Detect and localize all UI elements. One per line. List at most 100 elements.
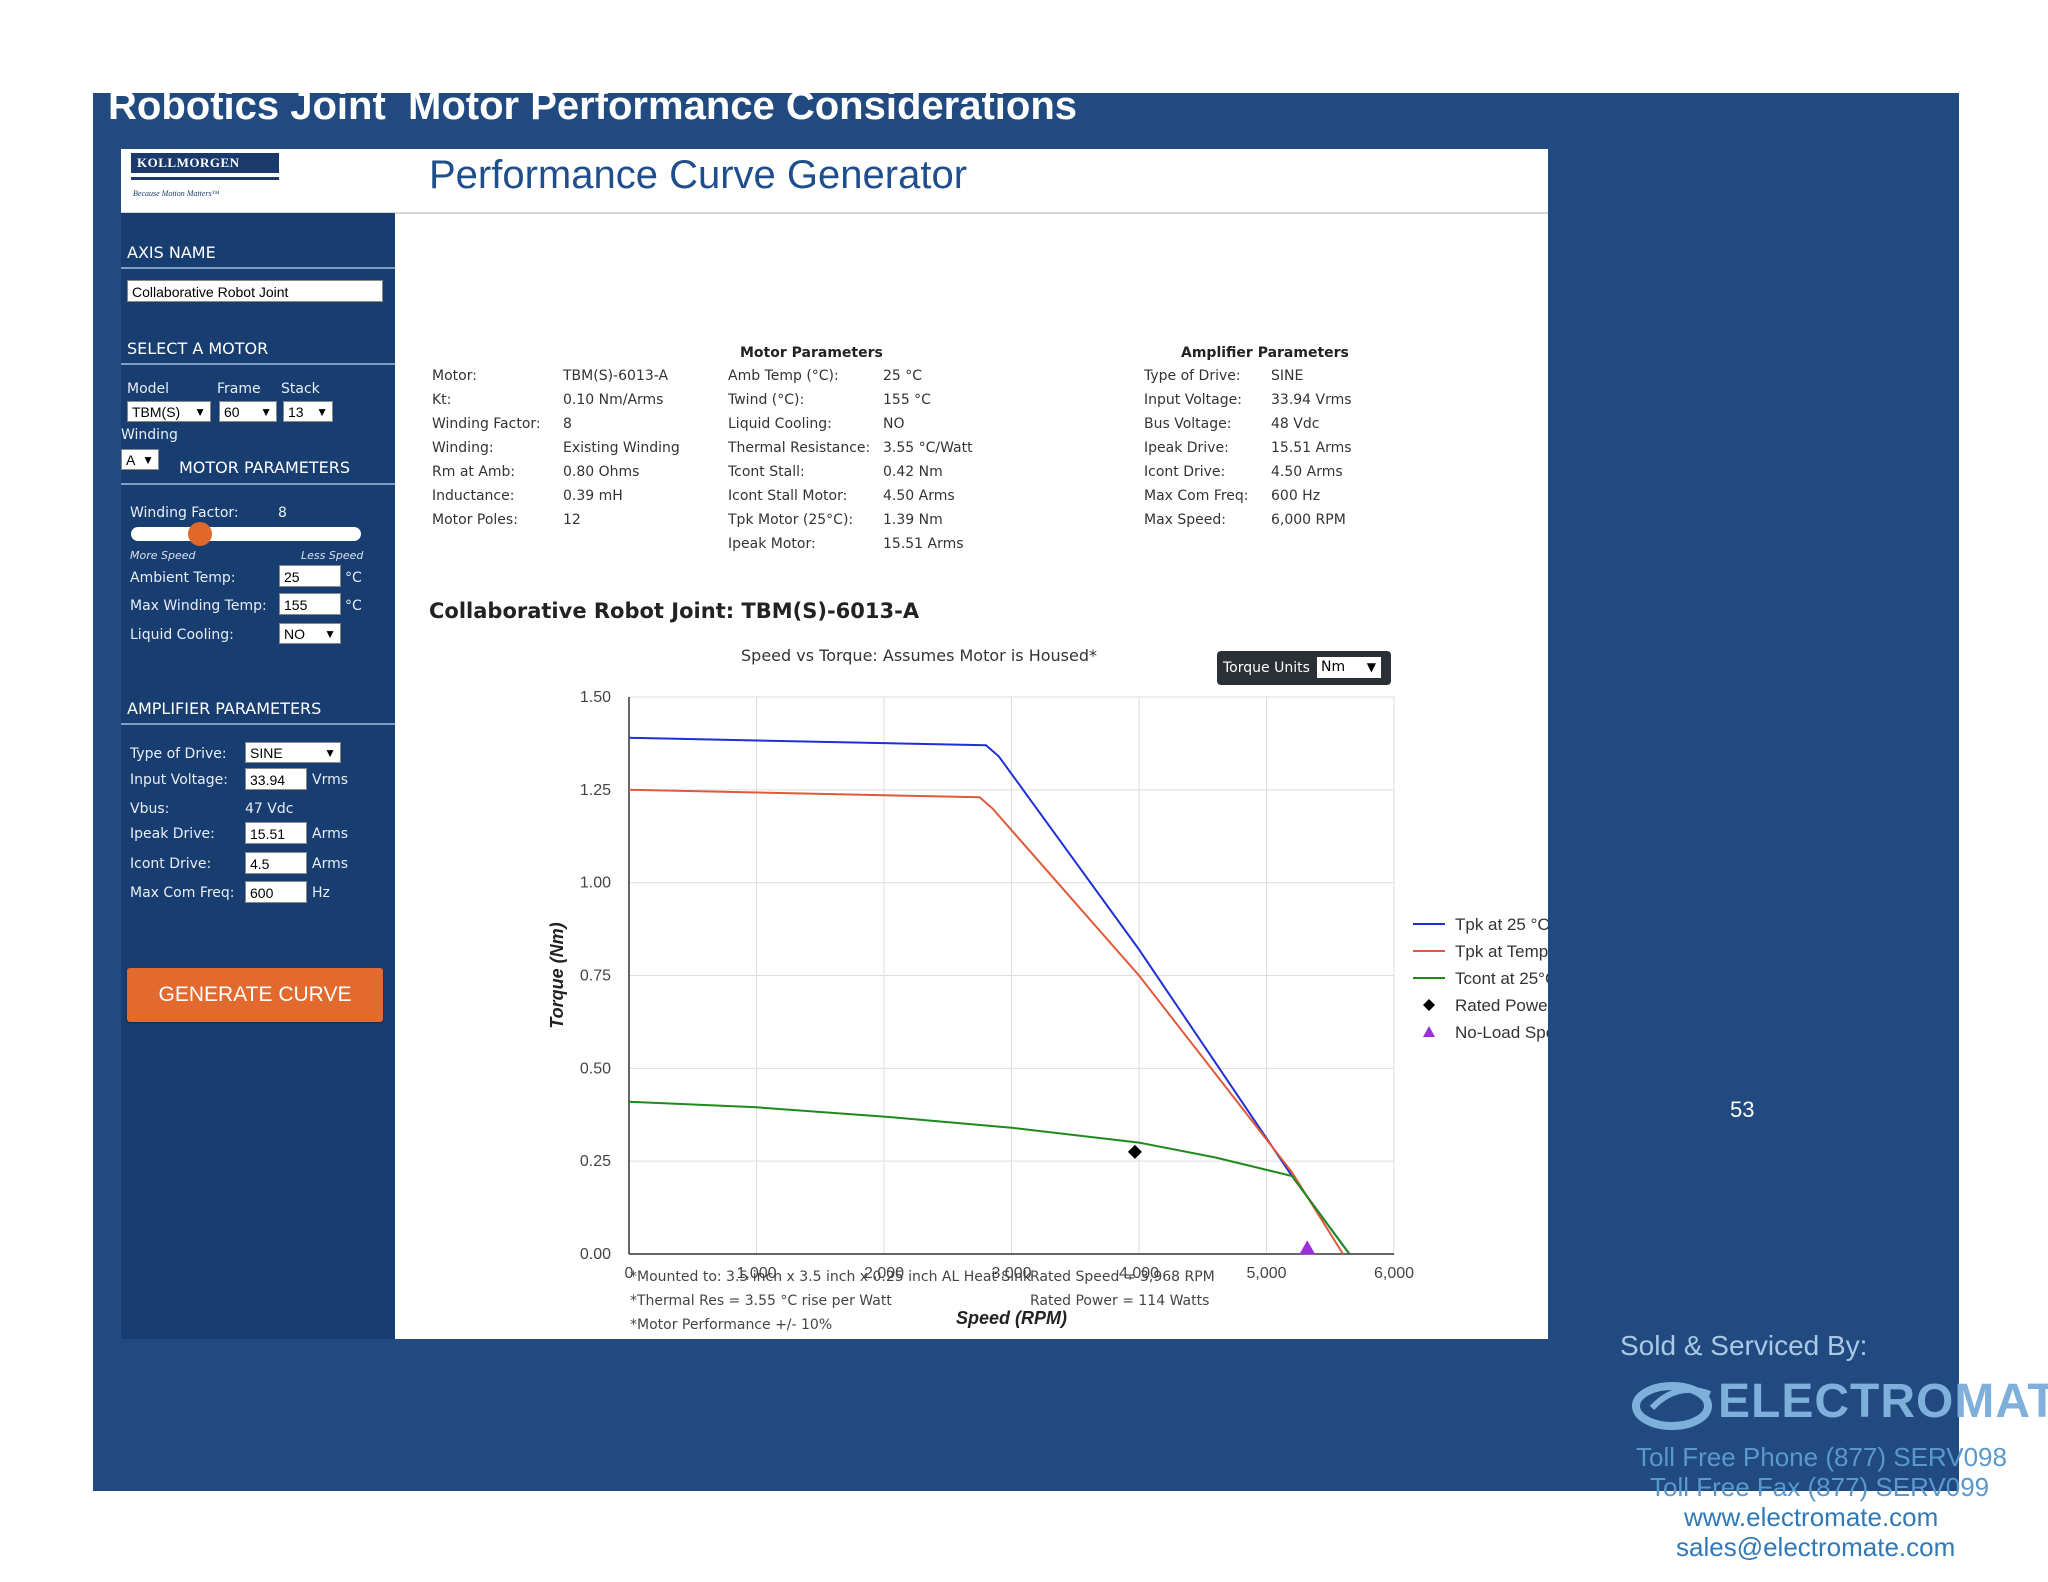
stack-select[interactable]: 13 ▼ — [283, 401, 333, 422]
input-voltage-input[interactable]: 33.94 — [245, 768, 307, 790]
motor-param-label: Winding Factor: — [432, 416, 541, 432]
generate-curve-button[interactable]: GENERATE CURVE — [127, 968, 383, 1022]
max-com-freq-input[interactable]: 600 — [245, 881, 307, 903]
x-axis-label: Speed (RPM) — [956, 1308, 1067, 1328]
motor-param-label: Liquid Cooling: — [728, 416, 832, 432]
ambient-temp-unit: °C — [345, 570, 362, 586]
email-link[interactable]: sales@electromate.com — [1676, 1532, 1956, 1562]
type-of-drive-label: Type of Drive: — [130, 746, 227, 762]
amp-param-value: 33.94 Vrms — [1271, 392, 1352, 408]
sidebar: AXIS NAME Collaborative Robot Joint SELE… — [121, 213, 395, 1339]
motor-param-value: 0.39 mH — [563, 488, 623, 504]
axis-name-heading: AXIS NAME — [127, 243, 216, 262]
model-select[interactable]: TBM(S) ▼ — [127, 401, 211, 422]
phone-text: Toll Free Phone (877) SERV098 — [1636, 1442, 2007, 1472]
footnote: *Mounted to: 3.5 inch x 3.5 inch x 0.25 … — [630, 1269, 1032, 1285]
ipeak-drive-unit: Arms — [312, 826, 349, 842]
max-winding-temp-input[interactable]: 155 — [279, 593, 341, 615]
liquid-cooling-select[interactable]: NO ▼ — [279, 623, 341, 644]
liquid-cooling-label: Liquid Cooling: — [130, 627, 234, 643]
chevron-down-icon: ▼ — [324, 627, 336, 641]
app-header: KOLLMORGEN Because Motion Matters™ Perfo… — [121, 149, 1548, 214]
liquid-cooling-value: NO — [284, 626, 305, 642]
electromate-name: ELECTROMATE — [1718, 1375, 2048, 1428]
amp-param-label: Icont Drive: — [1144, 464, 1226, 480]
motor-param-label: Thermal Resistance: — [728, 440, 871, 456]
ipeak-drive-input[interactable]: 15.51 — [245, 822, 307, 844]
icont-drive-label: Icont Drive: — [130, 856, 212, 872]
winding-select[interactable]: A ▼ — [121, 449, 159, 470]
motor-param-value: 3.55 °C/Watt — [883, 440, 973, 456]
chevron-down-icon: ▼ — [316, 405, 328, 419]
model-select-value: TBM(S) — [132, 404, 181, 420]
motor-param-label: Tcont Stall: — [728, 464, 805, 480]
icont-drive-input[interactable]: 4.5 — [245, 852, 307, 874]
slider-handle[interactable] — [188, 522, 212, 546]
logo-tagline: Because Motion Matters™ — [133, 189, 220, 198]
x-tick-label: 1,000 — [736, 1265, 776, 1282]
x-tick-label: 4,000 — [1119, 1265, 1159, 1282]
x-tick-label: 5,000 — [1246, 1265, 1286, 1282]
website-link[interactable]: www.electromate.com — [1684, 1502, 1939, 1532]
winding-label: Winding — [121, 427, 178, 443]
motor-param-value: 25 °C — [883, 368, 923, 384]
motor-param-value: NO — [883, 416, 905, 432]
footnote: *Motor Performance +/- 10% — [630, 1317, 833, 1333]
winding-factor-slider[interactable] — [131, 522, 361, 546]
amp-param-label: Bus Voltage: — [1144, 416, 1232, 432]
ambient-temp-input[interactable]: 25 — [279, 565, 341, 587]
motor-parameters-heading: MOTOR PARAMETERS — [179, 458, 351, 477]
torque-units-label: Torque Units — [1223, 660, 1310, 676]
electromate-branding: Sold & Serviced By: ELECTROMATE Toll Fre… — [1600, 1330, 2048, 1570]
motor-param-value: TBM(S)-6013-A — [563, 368, 669, 384]
chart-title: Collaborative Robot Joint: TBM(S)-6013-A — [429, 599, 920, 623]
motor-param-label: Rm at Amb: — [432, 464, 516, 480]
motor-param-label: Motor: — [432, 368, 477, 384]
amp-param-value: SINE — [1271, 368, 1304, 384]
app-window: KOLLMORGEN Because Motion Matters™ Perfo… — [121, 149, 1548, 1339]
torque-units-control: Torque Units Nm ▼ — [1217, 651, 1391, 685]
chevron-down-icon: ▼ — [324, 746, 336, 760]
frame-label: Frame — [217, 381, 261, 397]
legend-entry: No-Load Speed Cold — [1455, 1023, 1548, 1042]
motor-param-label: Ipeak Motor: — [728, 536, 816, 552]
motor-param-value: 0.42 Nm — [883, 464, 943, 480]
y-tick-label: 0.50 — [580, 1060, 611, 1077]
y-tick-label: 0.00 — [580, 1246, 611, 1263]
torque-units-select[interactable]: Nm ▼ — [1317, 657, 1381, 678]
input-voltage-unit: Vrms — [312, 772, 349, 788]
slide-title: Robotics Joint Motor Performance Conside… — [108, 84, 1078, 128]
frame-select[interactable]: 60 ▼ — [219, 401, 277, 422]
kollmorgen-logo: KOLLMORGEN — [131, 153, 279, 173]
rated-value-note: Rated Power = 114 Watts — [1030, 1293, 1210, 1309]
legend-entry: Tcont at 25°C Ambient — [1455, 969, 1548, 988]
winding-select-value: A — [126, 452, 136, 468]
series-line-2 — [628, 1100, 1351, 1255]
frame-select-value: 60 — [224, 404, 240, 420]
motor-param-value: Existing Winding — [563, 440, 680, 456]
motor-param-label: Amb Temp (°C): — [728, 368, 839, 384]
amp-param-value: 600 Hz — [1271, 488, 1321, 504]
motor-param-value: 12 — [563, 512, 581, 528]
rated-power-marker — [1127, 1144, 1142, 1159]
chevron-down-icon: ▼ — [260, 405, 272, 419]
chevron-down-icon: ▼ — [142, 453, 154, 467]
ambient-temp-label: Ambient Temp: — [130, 570, 236, 586]
vbus-label: Vbus: — [130, 801, 170, 817]
x-tick-label: 2,000 — [864, 1265, 904, 1282]
motor-param-label: Tpk Motor (25°C): — [728, 512, 854, 528]
vbus-value: 47 Vdc — [245, 801, 294, 817]
chevron-down-icon: ▼ — [1366, 660, 1376, 674]
rated-value-note: Rated Speed = 3,968 RPM — [1030, 1269, 1215, 1285]
type-of-drive-value: SINE — [250, 745, 283, 761]
chart-subtitle: Speed vs Torque: Assumes Motor is Housed… — [741, 646, 1097, 665]
torque-units-value: Nm — [1321, 659, 1346, 675]
max-winding-temp-label: Max Winding Temp: — [130, 598, 267, 614]
y-axis-label: Torque (Nm) — [547, 922, 567, 1028]
type-of-drive-select[interactable]: SINE ▼ — [245, 742, 341, 763]
max-winding-temp-unit: °C — [345, 598, 362, 614]
motor-param-value: 0.10 Nm/Arms — [563, 392, 664, 408]
axis-name-input[interactable]: Collaborative Robot Joint — [127, 280, 383, 302]
amplifier-parameters-heading: AMPLIFIER PARAMETERS — [127, 699, 322, 718]
motor-param-label: Icont Stall Motor: — [728, 488, 848, 504]
